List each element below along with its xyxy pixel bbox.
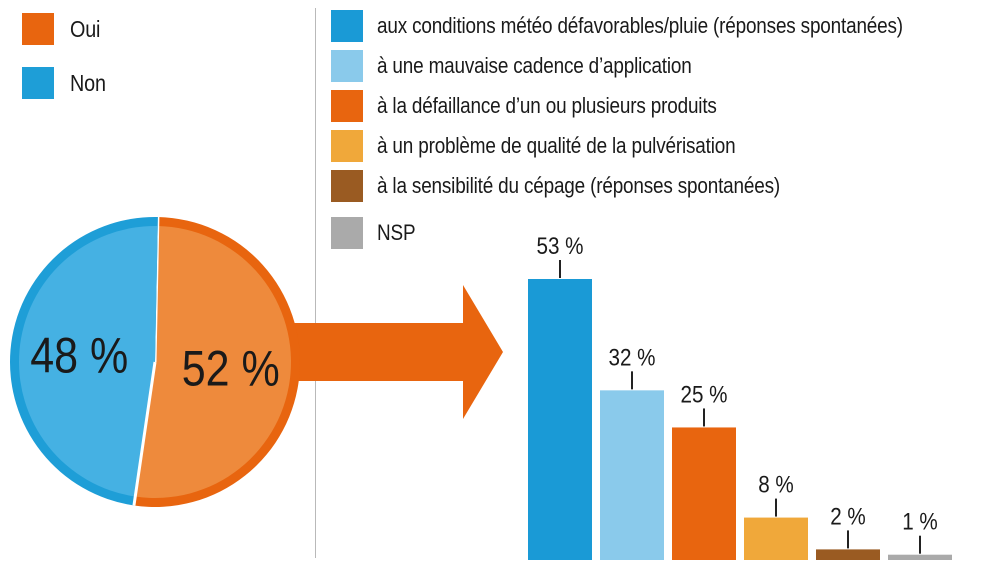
bar-2 <box>600 390 664 560</box>
bar-label-6: 1 % <box>902 508 938 535</box>
legend-swatch-6 <box>331 217 363 249</box>
bar-label-5: 2 % <box>830 503 866 530</box>
legend-item-6: NSP <box>331 217 422 249</box>
bar-label-1: 53 % <box>536 233 583 260</box>
legend-label-5: à la sensibilité du cépage (réponses spo… <box>377 173 781 198</box>
pie-slice-non <box>18 226 158 497</box>
legend-swatch-1 <box>331 10 363 42</box>
legend-item-5: à la sensibilité du cépage (réponses spo… <box>331 170 846 202</box>
legend-label-non: Non <box>70 69 106 96</box>
legend-item-3: à la défaillance d’un ou plusieurs produ… <box>331 90 772 122</box>
legend-swatch-oui <box>22 13 54 45</box>
legend-item-oui: Oui <box>22 13 105 45</box>
divider-line <box>315 8 316 558</box>
legend-label-1: aux conditions météo défavorables/pluie … <box>377 13 903 38</box>
bar-4 <box>744 517 808 560</box>
bar-3 <box>672 427 736 560</box>
bar-label-4: 8 % <box>758 471 794 498</box>
legend-item-non: Non <box>22 67 112 99</box>
bar-label-2: 32 % <box>608 344 655 371</box>
legend-swatch-3 <box>331 90 363 122</box>
legend-label-3: à la défaillance d’un ou plusieurs produ… <box>377 93 717 118</box>
legend-label-2: à une mauvaise cadence d’application <box>377 53 692 78</box>
legend-label-4: à un problème de qualité de la pulvérisa… <box>377 133 736 158</box>
pie-label-non: 48 % <box>30 328 128 384</box>
pie-slice-oui <box>135 226 291 498</box>
legend-item-4: à un problème de qualité de la pulvérisa… <box>331 130 794 162</box>
pie-label-oui: 52 % <box>182 340 280 396</box>
pie-divider <box>132 361 157 506</box>
legend-swatch-non <box>22 67 54 99</box>
legend-item-2: à une mauvaise cadence d’application <box>331 50 743 82</box>
bar-6 <box>888 554 952 560</box>
pie-chart: 52 % 48 % <box>9 216 300 507</box>
legend-label-oui: Oui <box>70 15 101 42</box>
legend-swatch-5 <box>331 170 363 202</box>
legend-swatch-4 <box>331 130 363 162</box>
arrow-connector <box>290 285 503 419</box>
bar-chart: 53 % 32 % 25 % 8 % 2 % 1 % <box>528 233 952 560</box>
legend-label-6: NSP <box>377 220 416 245</box>
bar-label-3: 25 % <box>680 381 727 408</box>
bar-1 <box>528 279 592 560</box>
legend-swatch-2 <box>331 50 363 82</box>
legend-item-1: aux conditions météo défavorables/pluie … <box>331 10 989 42</box>
bar-5 <box>816 549 880 560</box>
